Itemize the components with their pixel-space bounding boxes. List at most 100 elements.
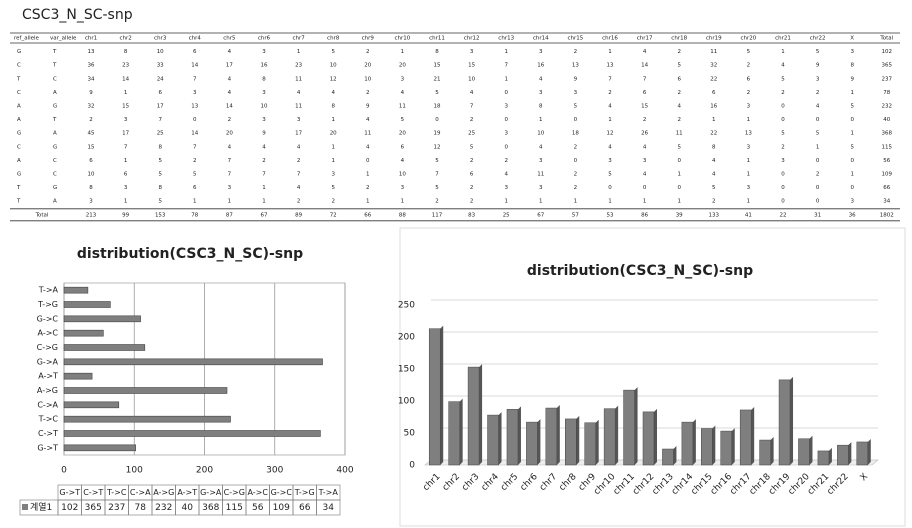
table-cell: T xyxy=(52,117,57,123)
table-cell: C xyxy=(17,90,21,96)
table-cell: 2 xyxy=(366,49,370,55)
table-cell: 1 xyxy=(401,49,405,55)
column-header: chr22 xyxy=(810,36,826,42)
bar xyxy=(526,421,538,466)
table-cell: 32 xyxy=(710,63,717,69)
table-cell: 10 xyxy=(261,104,268,110)
table-cell: 0 xyxy=(504,144,508,150)
table-cell: A xyxy=(53,131,57,137)
table-cell: 5 xyxy=(435,90,439,96)
table-cell: 3 xyxy=(608,158,612,164)
table-cell: 20 xyxy=(399,63,406,69)
table-cell: 19 xyxy=(434,131,441,137)
column-header: var_allele xyxy=(50,36,77,42)
table-cell: 2 xyxy=(193,158,197,164)
legend-swatch xyxy=(22,504,28,510)
table-cell: C xyxy=(17,144,21,150)
table-cell: 15 xyxy=(641,104,648,110)
column-header: chr10 xyxy=(395,36,411,42)
table-cell: 8 xyxy=(331,104,335,110)
bar-side xyxy=(848,442,852,465)
column-header: chr19 xyxy=(706,36,722,42)
table-cell: 12 xyxy=(607,131,614,137)
total-cell: 117 xyxy=(432,212,443,218)
bar-side xyxy=(556,405,560,465)
table-cell: 2 xyxy=(297,199,301,205)
table-cell: 10 xyxy=(157,49,164,55)
table-cell: 2 xyxy=(574,49,578,55)
table-cell: 6 xyxy=(158,90,162,96)
data-table-header: T->A xyxy=(318,488,339,497)
data-table-header: A->T xyxy=(177,488,197,497)
table-cell: 9 xyxy=(850,76,854,82)
column-header: chr7 xyxy=(292,36,305,42)
x-tick-label: chr22 xyxy=(825,472,850,497)
table-cell: 32 xyxy=(88,104,95,110)
y-tick-label: 200 xyxy=(398,333,415,343)
table-cell: 7 xyxy=(470,104,474,110)
table-cell: 14 xyxy=(641,63,648,69)
x-tick-label: chr4 xyxy=(480,472,501,493)
table-cell: 3 xyxy=(504,131,508,137)
table-cell: 2 xyxy=(366,90,370,96)
table-cell: 1 xyxy=(331,117,335,123)
table-cell: 5 xyxy=(781,76,785,82)
table-cell: 4 xyxy=(228,90,232,96)
data-table-header: C->G xyxy=(224,488,245,497)
table-cell: 2 xyxy=(816,172,820,178)
x-tick-label: 100 xyxy=(126,466,143,476)
table-cell: 3 xyxy=(850,199,854,205)
table-cell: 4 xyxy=(297,144,301,150)
column-header: chr14 xyxy=(533,36,549,42)
table-cell: 6 xyxy=(193,49,197,55)
table-cell: 0 xyxy=(193,117,197,123)
total-cell: 41 xyxy=(745,212,752,218)
table-cell: 12 xyxy=(330,76,337,82)
data-table-header: A->G xyxy=(153,488,174,497)
table-cell: 2 xyxy=(781,144,785,150)
table-cell: 2 xyxy=(435,199,439,205)
total-cell: 57 xyxy=(572,212,579,218)
table-cell: 2 xyxy=(470,158,474,164)
y-tick-label: A->T xyxy=(38,372,58,381)
bar-side xyxy=(440,325,444,465)
bar xyxy=(603,408,616,466)
table-cell: 1 xyxy=(850,131,854,137)
column-header: chr11 xyxy=(429,36,445,42)
x-tick-label: X xyxy=(859,472,870,483)
x-tick-label: chr6 xyxy=(519,472,540,493)
table-cell: 8 xyxy=(89,185,93,191)
table-cell: 10 xyxy=(330,63,337,69)
total-cell: 39 xyxy=(676,212,683,218)
table-cell: 3 xyxy=(747,185,751,191)
table-cell: 0 xyxy=(574,158,578,164)
table-cell: A xyxy=(17,158,21,164)
table-cell: 1 xyxy=(539,117,543,123)
table-cell: 7 xyxy=(193,144,197,150)
table-cell: 0 xyxy=(781,117,785,123)
table-cell: 13 xyxy=(88,49,95,55)
table-cell: 8 xyxy=(158,144,162,150)
column-header: chr5 xyxy=(223,36,236,42)
table-cell: 18 xyxy=(434,104,441,110)
table-cell: 115 xyxy=(882,144,893,150)
table-cell: 5 xyxy=(747,49,751,55)
table-cell: 1 xyxy=(124,90,128,96)
table-cell: 22 xyxy=(710,131,717,137)
table-cell: 3 xyxy=(124,185,128,191)
column-header: chr9 xyxy=(362,36,375,42)
table-cell: 4 xyxy=(297,185,301,191)
total-cell: 25 xyxy=(503,212,510,218)
y-tick-label: A->G xyxy=(37,386,58,395)
table-cell: 3 xyxy=(262,90,266,96)
table-cell: 7 xyxy=(643,76,647,82)
y-tick-label: T->G xyxy=(37,300,58,309)
table-cell: 5 xyxy=(574,104,578,110)
table-cell: 1 xyxy=(747,158,751,164)
table-cell: 2 xyxy=(262,158,266,164)
table-cell: 78 xyxy=(883,90,890,96)
table-cell: 11 xyxy=(710,49,717,55)
data-table-header: T->C xyxy=(106,488,127,497)
table-cell: 0 xyxy=(677,158,681,164)
table-cell: 6 xyxy=(401,144,405,150)
